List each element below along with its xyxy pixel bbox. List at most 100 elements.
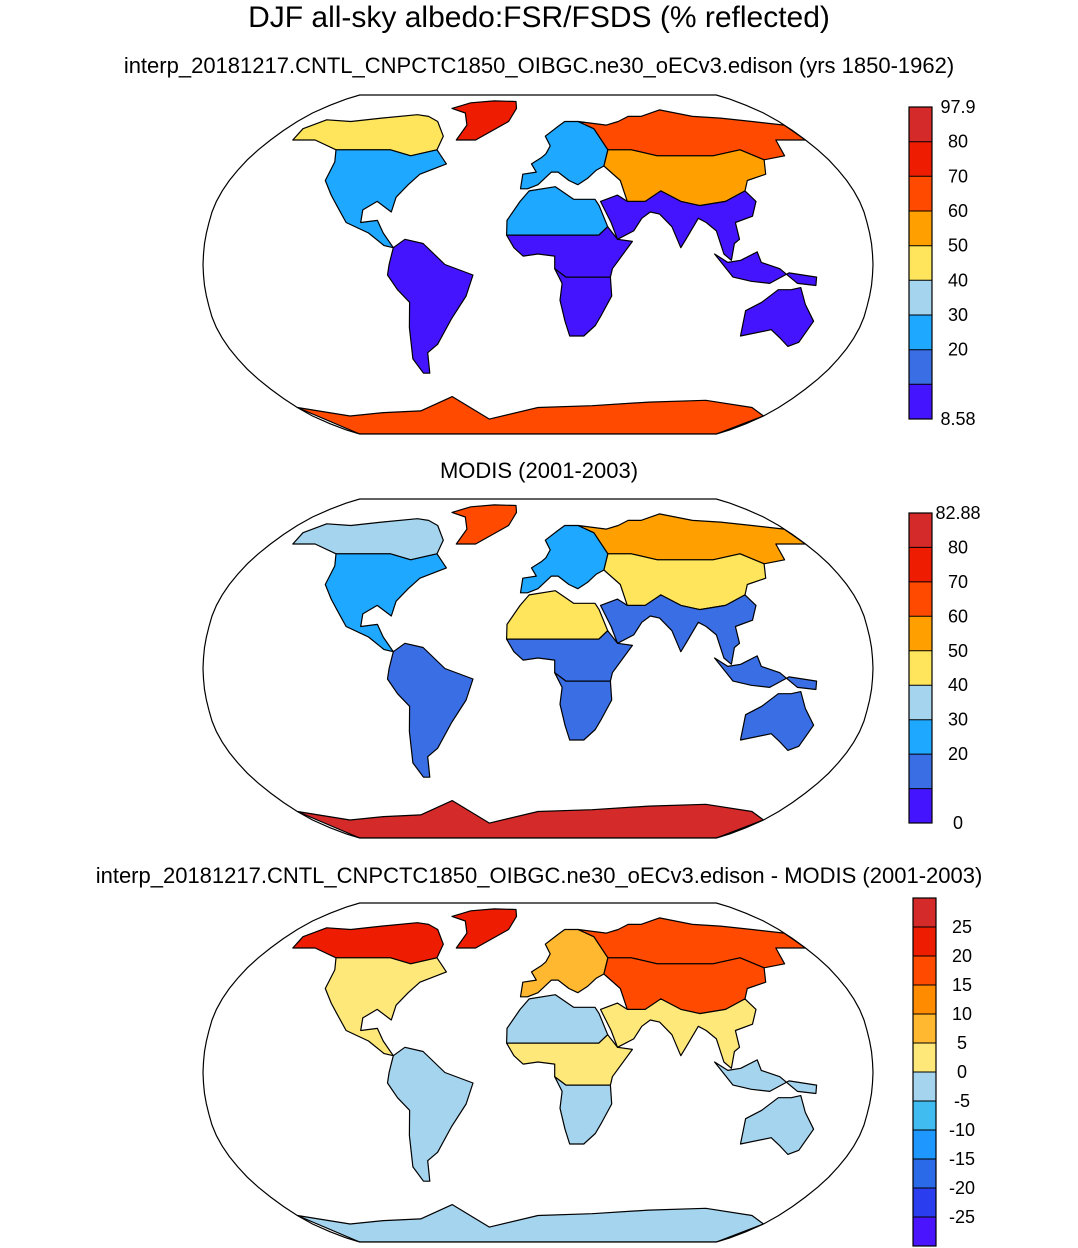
map-panel-2 [202,498,874,839]
colorbar-swatch [913,898,936,928]
colorbar-label: 40 [948,675,968,695]
region-north-america-high-latitudes [292,922,444,965]
colorbar-label: 5 [957,1033,967,1053]
region-south-asia [599,998,757,1069]
colorbar-swatch [909,754,932,789]
colorbar-swatch [909,211,932,247]
colorbar-label: 70 [948,166,968,186]
map-panel-3 [202,902,874,1243]
map-border [202,498,874,839]
panel-1-subtitle: interp_20181217.CNTL_CNPCTC1850_OIBGC.ne… [123,53,955,78]
colorbar-swatch [909,315,932,351]
colorbar-swatch [913,1188,936,1218]
colorbar-label: -10 [949,1120,975,1140]
colorbar-label: 80 [948,132,968,152]
colorbar-swatch [909,280,932,316]
colorbar-swatch [909,788,932,824]
region-australia [739,287,815,347]
colorbar-swatch [909,349,932,385]
colorbar-label: 40 [948,270,968,290]
colorbar-label: -15 [949,1149,975,1169]
panel-3-subtitle: interp_20181217.CNTL_CNPCTC1850_OIBGC.ne… [95,863,983,888]
colorbar-swatch [909,581,932,617]
region-antarctica [296,799,765,838]
colorbar-swatch [913,985,936,1015]
region-north-america-mid-latitudes [324,957,447,1057]
colorbar-swatch [909,176,932,212]
region-north-america-high-latitudes [292,114,444,157]
region-southern-africa [554,1076,613,1145]
colorbar-swatch [909,616,932,652]
colorbar-label: 20 [948,340,968,360]
colorbar-swatch [909,547,932,583]
colorbar-label: 70 [948,572,968,592]
colorbar-swatch [913,1014,936,1044]
region-greenland [451,504,518,545]
region-north-america-mid-latitudes [324,149,447,249]
colorbar-3: 25 20 15 10 5 0 -5 -10 -15 -20 -25 [912,897,975,1247]
colorbar-label: 30 [948,305,968,325]
colorbar-label: 30 [948,710,968,730]
colorbar-swatch [913,1072,936,1102]
colorbar-swatch [913,927,936,957]
panel-2-subtitle: MODIS (2001-2003) [439,458,639,483]
region-australia [739,1094,815,1156]
colorbar-frame [912,897,937,1247]
region-south-america [386,642,474,778]
region-maritime-continent [713,655,818,691]
region-antarctica [296,396,765,434]
colorbar-swatch [913,1130,936,1160]
colorbar-label: 0 [957,1062,967,1082]
colorbar-swatch [909,245,932,281]
colorbar-swatch [913,1101,936,1131]
colorbar-label: -5 [954,1091,970,1111]
region-north-america-mid-latitudes [324,553,447,653]
colorbar-frame [908,106,933,420]
colorbar-label: 82.88 [935,503,980,523]
region-north-america-high-latitudes [292,518,444,561]
region-maritime-continent [713,1059,818,1095]
colorbar-swatch [909,384,932,420]
map-border [202,902,874,1243]
colorbar-swatch [913,1159,936,1189]
colorbar-label: -20 [949,1178,975,1198]
colorbar-label: 25 [952,917,972,937]
colorbar-frame [908,512,933,824]
colorbar-swatch [913,1043,936,1073]
region-antarctica [296,1203,765,1242]
colorbar-label: 60 [948,606,968,626]
region-south-america [386,238,474,374]
region-maritime-continent [713,251,818,287]
colorbar-1: 97.9 80 70 60 50 40 30 20 8.58 [908,97,976,429]
colorbar-swatch [909,107,932,143]
colorbar-label: -25 [949,1207,975,1227]
colorbar-label: 50 [948,641,968,661]
region-southern-africa [554,268,613,337]
colorbar-swatch [909,685,932,721]
colorbar-swatch [909,141,932,177]
colorbar-swatch [909,650,932,686]
colorbar-swatch [909,719,932,755]
colorbar-swatch [913,956,936,986]
colorbar-label: 15 [952,975,972,995]
region-australia [739,690,815,752]
colorbar-label: 8.58 [940,409,975,429]
colorbar-label: 80 [948,537,968,557]
colorbar-2: 82.88 80 70 60 50 40 30 20 0 [908,503,981,833]
region-greenland [451,100,518,141]
figure-title: DJF all-sky albedo:FSR/FSDS (% reflected… [248,1,830,34]
colorbar-label: 10 [952,1004,972,1024]
colorbar-swatch [909,513,932,548]
colorbar-label: 50 [948,236,968,256]
region-southern-africa [554,672,613,741]
colorbar-label: 97.9 [940,97,975,117]
colorbar-label: 20 [952,946,972,966]
region-south-asia [599,190,757,261]
map-panel-1 [202,94,874,435]
colorbar-label: 60 [948,201,968,221]
colorbar-swatch [913,1217,936,1247]
region-south-asia [599,594,757,665]
region-greenland [451,908,518,949]
map-border [202,94,874,435]
